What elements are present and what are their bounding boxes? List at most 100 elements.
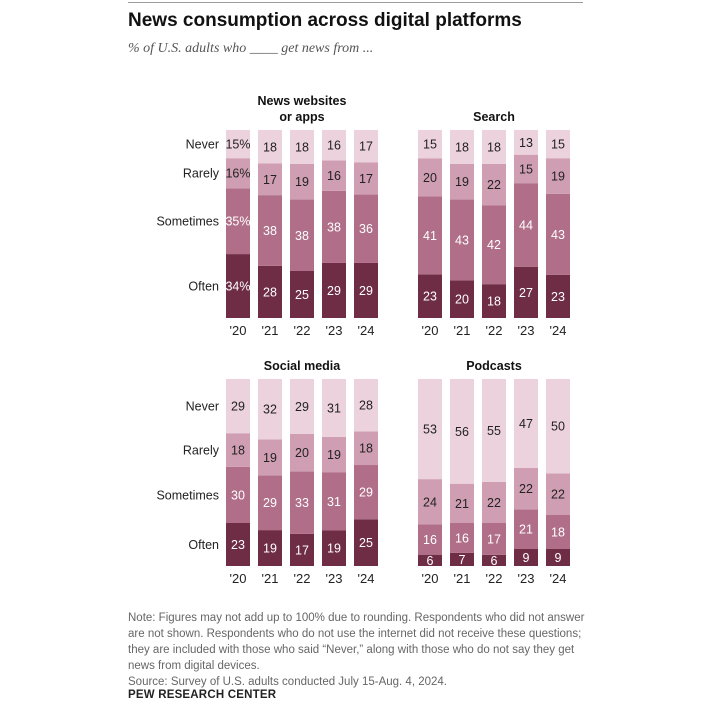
bar-segment-podcasts-sometimes-21 xyxy=(450,522,474,553)
bar-segment-search-never-22 xyxy=(482,130,506,164)
bar-segment-news-websites-or-apps-often-22 xyxy=(290,271,314,318)
x-tick-label-search-23: '23 xyxy=(518,323,535,338)
bar-segment-social-media-never-22 xyxy=(290,379,314,434)
brand-label: PEW RESEARCH CENTER xyxy=(128,689,277,701)
bar-segment-news-websites-or-apps-rarely-23 xyxy=(322,160,346,191)
chart-subtitle: % of U.S. adults who ____ get news from … xyxy=(128,41,374,56)
data-label-podcasts-sometimes-20: 16 xyxy=(423,533,437,547)
bar-segment-search-rarely-20 xyxy=(418,158,442,197)
bar-segment-social-media-rarely-22 xyxy=(290,433,314,472)
bar-segment-news-websites-or-apps-often-20 xyxy=(226,254,250,318)
data-label-podcasts-never-21: 56 xyxy=(455,425,469,439)
bar-segment-search-never-20 xyxy=(418,130,442,159)
data-label-podcasts-never-24: 50 xyxy=(551,420,565,434)
bar-segment-news-websites-or-apps-sometimes-21 xyxy=(258,195,282,266)
bar-segment-search-rarely-22 xyxy=(482,163,506,206)
data-label-search-rarely-21: 19 xyxy=(455,175,469,189)
bar-segment-news-websites-or-apps-sometimes-23 xyxy=(322,190,346,263)
data-label-news-websites-or-apps-often-21: 28 xyxy=(263,285,277,299)
bar-segment-social-media-rarely-24 xyxy=(354,431,378,466)
bar-segment-news-websites-or-apps-often-23 xyxy=(322,262,346,318)
data-label-search-sometimes-24: 43 xyxy=(551,228,565,242)
data-label-news-websites-or-apps-rarely-21: 17 xyxy=(263,173,277,187)
bar-segment-search-often-23 xyxy=(514,266,538,318)
data-label-podcasts-rarely-21: 21 xyxy=(455,497,469,511)
bar-segment-news-websites-or-apps-rarely-20 xyxy=(226,158,250,189)
panel-title-news-websites-or-apps: News websites xyxy=(258,94,347,108)
bar-segment-news-websites-or-apps-sometimes-20 xyxy=(226,188,250,255)
bar-segment-podcasts-never-21 xyxy=(450,379,474,484)
data-label-news-websites-or-apps-sometimes-23: 38 xyxy=(327,220,341,234)
bar-segment-podcasts-sometimes-24 xyxy=(546,515,570,549)
data-label-social-media-rarely-22: 20 xyxy=(295,446,309,460)
data-label-search-never-21: 18 xyxy=(455,140,469,154)
data-label-social-media-sometimes-22: 33 xyxy=(295,496,309,510)
bar-segment-social-media-never-23 xyxy=(322,379,346,437)
x-tick-label-search-20: '20 xyxy=(422,323,439,338)
bar-segment-news-websites-or-apps-rarely-22 xyxy=(290,163,314,200)
data-label-news-websites-or-apps-rarely-23: 16 xyxy=(327,169,341,183)
bar-segment-search-sometimes-23 xyxy=(514,183,538,267)
bar-segment-podcasts-rarely-20 xyxy=(418,479,442,525)
data-label-social-media-often-20: 23 xyxy=(231,538,245,552)
panel-title-social-media: Social media xyxy=(264,359,341,373)
bar-segment-search-never-21 xyxy=(450,130,474,164)
data-label-search-never-22: 18 xyxy=(487,140,501,154)
data-label-podcasts-never-20: 53 xyxy=(423,423,437,437)
chart-title: News consumption across digital platform… xyxy=(128,10,522,31)
data-label-news-websites-or-apps-often-24: 29 xyxy=(359,284,373,298)
bar-segment-social-media-never-21 xyxy=(258,379,282,440)
data-label-news-websites-or-apps-never-20: 15% xyxy=(225,138,250,152)
bar-segment-social-media-sometimes-23 xyxy=(322,472,346,531)
bar-segment-podcasts-never-20 xyxy=(418,379,442,480)
x-tick-label-podcasts-23: '23 xyxy=(518,571,535,586)
bar-segment-podcasts-sometimes-22 xyxy=(482,522,506,555)
bar-segment-search-sometimes-21 xyxy=(450,199,474,281)
bar-segment-news-websites-or-apps-often-24 xyxy=(354,262,378,318)
bar-segment-news-websites-or-apps-never-20 xyxy=(226,130,250,159)
bar-segment-podcasts-never-23 xyxy=(514,379,538,468)
bar-segment-search-never-23 xyxy=(514,130,538,155)
data-label-news-websites-or-apps-often-22: 25 xyxy=(295,288,309,302)
bar-segment-news-websites-or-apps-never-24 xyxy=(354,130,378,163)
data-label-search-never-20: 15 xyxy=(423,138,437,152)
panel-title-news-websites-or-apps: or apps xyxy=(279,110,324,124)
data-label-podcasts-often-22: 6 xyxy=(491,554,498,568)
data-label-news-websites-or-apps-sometimes-21: 38 xyxy=(263,224,277,238)
series-label-news-websites-or-apps-rarely: Rarely xyxy=(183,167,220,181)
data-label-social-media-rarely-24: 18 xyxy=(359,442,373,456)
bar-segment-search-never-24 xyxy=(546,130,570,159)
bar-segment-news-websites-or-apps-never-21 xyxy=(258,130,282,164)
bar-segment-social-media-rarely-23 xyxy=(322,436,346,473)
series-label-social-media-rarely: Rarely xyxy=(183,444,220,458)
bar-segment-search-sometimes-22 xyxy=(482,205,506,285)
data-label-social-media-sometimes-21: 29 xyxy=(263,496,277,510)
data-label-news-websites-or-apps-never-23: 16 xyxy=(327,139,341,153)
x-tick-label-podcasts-21: '21 xyxy=(454,571,471,586)
x-tick-label-news-websites-or-apps-23: '23 xyxy=(326,323,343,338)
bar-segment-podcasts-rarely-22 xyxy=(482,481,506,523)
bar-segment-podcasts-often-20 xyxy=(418,554,442,566)
x-tick-label-search-21: '21 xyxy=(454,323,471,338)
bar-segment-search-rarely-23 xyxy=(514,154,538,184)
data-label-social-media-often-21: 19 xyxy=(263,542,277,556)
x-tick-label-social-media-21: '21 xyxy=(262,571,279,586)
series-label-social-media-never: Never xyxy=(186,400,219,414)
data-label-podcasts-sometimes-24: 18 xyxy=(551,526,565,540)
x-tick-label-podcasts-22: '22 xyxy=(486,571,503,586)
data-label-social-media-sometimes-20: 30 xyxy=(231,488,245,502)
bar-segment-social-media-rarely-20 xyxy=(226,433,250,467)
bar-segment-social-media-never-20 xyxy=(226,379,250,434)
data-label-social-media-often-22: 17 xyxy=(295,543,309,557)
bar-segment-search-often-20 xyxy=(418,274,442,318)
x-tick-label-podcasts-20: '20 xyxy=(422,571,439,586)
bar-segment-podcasts-sometimes-23 xyxy=(514,509,538,549)
data-label-social-media-never-20: 29 xyxy=(231,400,245,414)
bar-segment-podcasts-rarely-23 xyxy=(514,467,538,510)
data-label-news-websites-or-apps-often-20: 34% xyxy=(225,280,250,294)
data-label-social-media-rarely-23: 19 xyxy=(327,448,341,462)
bar-segment-social-media-often-23 xyxy=(322,530,346,566)
bar-segment-news-websites-or-apps-never-23 xyxy=(322,130,346,161)
bar-segment-search-sometimes-20 xyxy=(418,196,442,275)
